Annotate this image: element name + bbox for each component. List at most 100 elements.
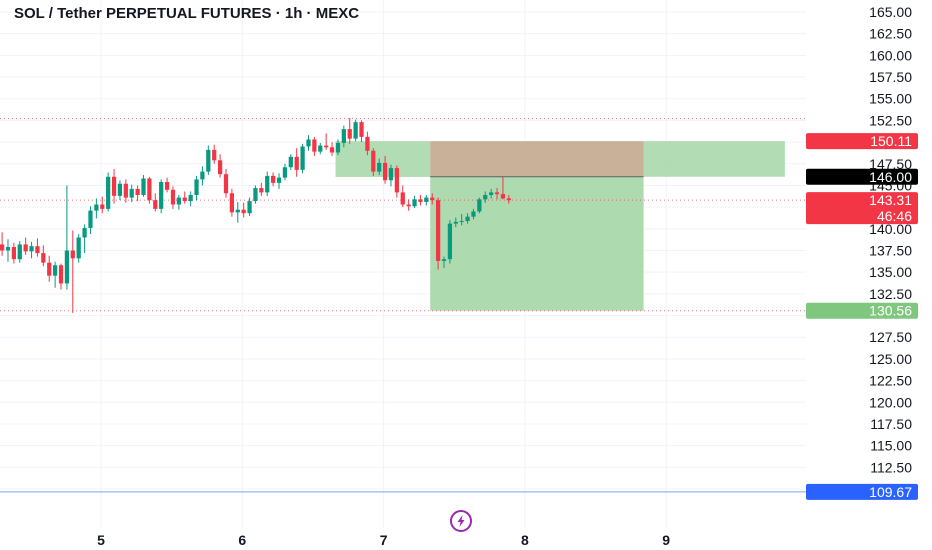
candle[interactable] <box>35 238 40 257</box>
candle[interactable] <box>447 220 453 264</box>
candle[interactable] <box>306 135 311 151</box>
candle[interactable] <box>153 193 158 212</box>
candle[interactable] <box>365 131 370 156</box>
candle[interactable] <box>111 168 117 204</box>
candle[interactable] <box>229 188 235 217</box>
candle[interactable] <box>194 175 199 201</box>
candle[interactable] <box>94 198 99 219</box>
candle[interactable] <box>294 148 299 177</box>
candle[interactable] <box>100 196 105 214</box>
candle[interactable] <box>29 241 34 259</box>
short-position-zone[interactable] <box>643 141 785 177</box>
candle[interactable] <box>324 133 329 150</box>
candle[interactable] <box>271 172 276 187</box>
candle[interactable] <box>76 234 81 263</box>
candle[interactable] <box>353 119 358 142</box>
candle[interactable] <box>123 179 128 203</box>
candle[interactable] <box>247 197 252 216</box>
candle[interactable] <box>382 155 388 184</box>
candle[interactable] <box>282 163 288 181</box>
candle[interactable] <box>41 245 46 267</box>
time-tick-label: 8 <box>521 532 529 548</box>
candle[interactable] <box>441 256 447 268</box>
candle[interactable] <box>217 154 223 178</box>
candle[interactable] <box>5 239 11 262</box>
candle[interactable] <box>418 194 423 206</box>
candle[interactable] <box>88 206 93 235</box>
candle[interactable] <box>424 194 429 206</box>
candle[interactable] <box>489 188 494 199</box>
candle[interactable] <box>477 197 482 214</box>
candle[interactable] <box>23 237 28 255</box>
candle[interactable] <box>400 185 405 208</box>
candle[interactable] <box>170 186 176 209</box>
candle[interactable] <box>135 185 140 202</box>
candle[interactable] <box>129 184 134 202</box>
candle[interactable] <box>235 201 240 223</box>
candle[interactable] <box>47 255 52 282</box>
candlestick-series[interactable] <box>0 117 511 313</box>
candle[interactable] <box>253 185 258 204</box>
price-axis[interactable]: 165.00 162.50 160.00 157.50 155.00 152.50 147.… <box>869 4 912 475</box>
candle[interactable] <box>288 154 293 170</box>
candle[interactable] <box>64 185 70 290</box>
candle[interactable] <box>106 172 111 212</box>
candle[interactable] <box>406 199 411 211</box>
candle[interactable] <box>341 125 346 148</box>
candle[interactable] <box>312 136 317 156</box>
candle[interactable] <box>223 168 229 198</box>
short-position-zone[interactable] <box>335 141 431 177</box>
candle[interactable] <box>82 224 87 254</box>
candle[interactable] <box>70 230 75 313</box>
candle[interactable] <box>164 177 170 193</box>
candle[interactable] <box>188 191 193 207</box>
candle[interactable] <box>329 142 335 156</box>
candle[interactable] <box>412 195 417 209</box>
candle[interactable] <box>371 148 376 176</box>
candle[interactable] <box>335 139 341 156</box>
candle[interactable] <box>394 165 399 198</box>
candle[interactable] <box>276 173 282 189</box>
lightning-icon[interactable] <box>450 510 472 532</box>
candle[interactable] <box>0 232 5 256</box>
candle[interactable] <box>500 176 506 200</box>
candle[interactable] <box>241 202 246 218</box>
candle[interactable] <box>259 182 264 196</box>
candle[interactable] <box>506 194 511 204</box>
candle[interactable] <box>347 117 352 144</box>
candle[interactable] <box>176 194 181 210</box>
candle[interactable] <box>141 175 146 197</box>
candle[interactable] <box>453 217 458 228</box>
candle-body <box>312 139 317 152</box>
candle[interactable] <box>377 158 382 176</box>
take-profit-zone[interactable] <box>430 176 644 311</box>
candle[interactable] <box>300 143 305 174</box>
candle[interactable] <box>147 176 152 204</box>
candle[interactable] <box>212 144 217 164</box>
candle[interactable] <box>11 242 16 264</box>
time-axis[interactable]: 5 6 7 8 9 <box>97 532 670 548</box>
candle[interactable] <box>494 188 500 200</box>
candle[interactable] <box>58 263 64 290</box>
candle[interactable] <box>206 145 211 176</box>
candle[interactable] <box>359 120 364 143</box>
candle[interactable] <box>465 213 470 224</box>
candle[interactable] <box>430 193 435 205</box>
candle[interactable] <box>388 164 394 187</box>
candle[interactable] <box>182 191 187 204</box>
stop-loss-zone[interactable] <box>430 141 644 177</box>
candle[interactable] <box>483 191 488 203</box>
candle[interactable] <box>318 142 323 155</box>
candle[interactable] <box>459 214 464 226</box>
candle[interactable] <box>200 166 205 186</box>
position-tools[interactable] <box>335 141 785 311</box>
candle[interactable] <box>265 171 270 196</box>
candle[interactable] <box>471 208 476 220</box>
price-tick-label: 162.50 <box>869 26 912 42</box>
candle[interactable] <box>435 197 441 270</box>
candle[interactable] <box>117 180 123 201</box>
candle[interactable] <box>159 179 164 214</box>
candle[interactable] <box>52 261 58 288</box>
candle[interactable] <box>17 240 22 263</box>
